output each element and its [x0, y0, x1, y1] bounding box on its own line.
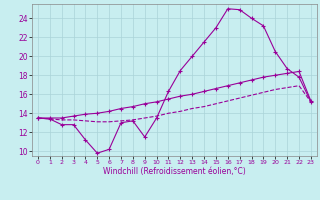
X-axis label: Windchill (Refroidissement éolien,°C): Windchill (Refroidissement éolien,°C): [103, 167, 246, 176]
